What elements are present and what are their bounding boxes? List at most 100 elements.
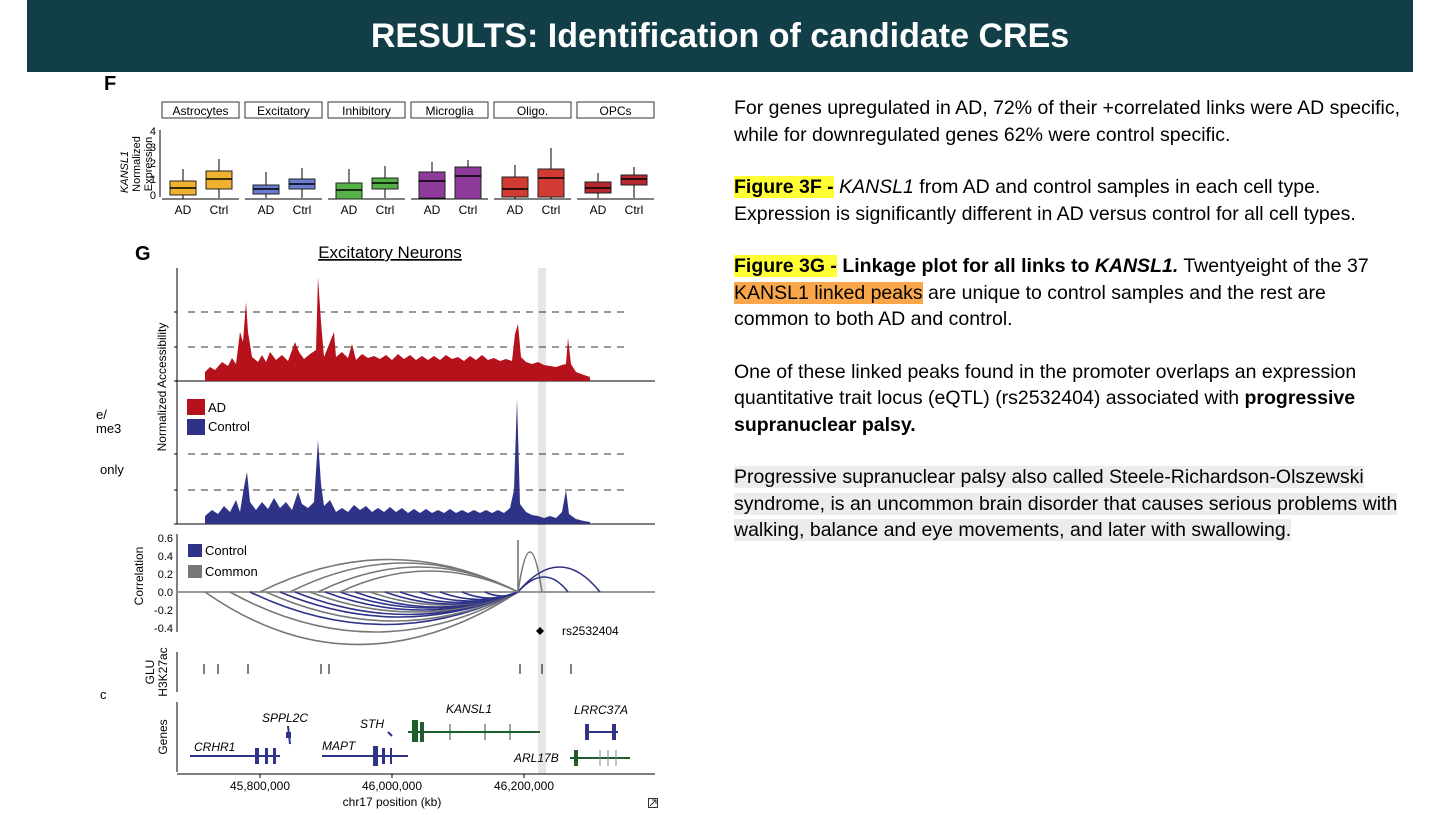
facet-opcs: OPCs AD Ctrl [576, 101, 655, 217]
panel-f-ytick: 1 [150, 174, 156, 186]
paragraph-3-bold: Linkage plot for all links to [836, 255, 1095, 277]
corr-tick: 0.0 [158, 587, 173, 599]
corr-tick: 0.4 [158, 551, 173, 563]
g-xaxis-labels: 45,800,000 46,000,000 46,200,000 [230, 779, 554, 793]
box [501, 176, 529, 198]
legend-label-common-link: Common [205, 564, 258, 579]
link-arcs [204, 540, 601, 646]
group-label: Ctrl [376, 203, 395, 217]
paragraph-5: Progressive supranuclear palsy also call… [734, 464, 1406, 544]
gene-labels: SPPL2C STH KANSL1 LRRC37A CRHR1 MAPT ARL… [194, 702, 628, 765]
group-label: AD [590, 203, 607, 217]
expand-icon[interactable] [648, 798, 658, 808]
panel-f-ytick: 3 [150, 142, 156, 154]
access-ticks [174, 311, 177, 525]
paragraph-1-text: For genes upregulated in AD, 72% of thei… [734, 97, 1401, 146]
group-label: AD [258, 203, 275, 217]
group-label: AD [424, 203, 441, 217]
facet-strip [244, 101, 323, 119]
x-tick-label: 45,800,000 [230, 779, 290, 793]
facet-strip-label: Oligo. [517, 104, 548, 118]
panel-f-yaxis: 0 1 2 3 4 [150, 126, 161, 202]
ad-accessibility-track [205, 277, 590, 381]
g-xaxis-ticks [259, 774, 525, 778]
figure-3g-ref: Figure 3G - [734, 255, 837, 277]
h3k27ac-ylabel-2: H3K27ac [156, 647, 170, 696]
slide-header: RESULTS: Identification of candidate CRE… [27, 0, 1413, 72]
corr-tick: 0.2 [158, 569, 173, 581]
box [335, 182, 363, 200]
facet-strip-label: Inhibitory [342, 104, 391, 118]
group-label: AD [507, 203, 524, 217]
panel-f-label: F [104, 73, 116, 95]
corr-tick: -0.2 [154, 605, 173, 617]
clip-label: e/ [96, 407, 107, 422]
paragraph-3-gene: KANSL1. [1094, 255, 1179, 277]
facet-strip [410, 101, 489, 119]
results-text: For genes upregulated in AD, 72% of thei… [734, 95, 1406, 570]
facet-strip-label: Microglia [425, 104, 473, 118]
paragraph-2: Figure 3F - KANSL1 from AD and control s… [734, 174, 1406, 227]
facet-strip-label: Astrocytes [172, 104, 228, 118]
box [537, 168, 565, 198]
slide-title: RESULTS: Identification of candidate CRE… [370, 16, 1070, 55]
access-legend: AD Control [187, 399, 250, 435]
box [418, 171, 446, 199]
paragraph-4-text: One of these linked peaks found in the p… [734, 360, 1357, 410]
facet-strip [327, 101, 406, 119]
panel-f-ytick: 4 [150, 126, 156, 138]
gene-label: ARL17B [513, 751, 559, 765]
facet-strip [576, 101, 655, 119]
gene-label: KANSL1 [446, 702, 492, 716]
legend-swatch-control [187, 419, 205, 435]
corr-ticks: 0.6 0.4 0.2 0.0 -0.2 -0.4 [154, 533, 173, 635]
gene-label: CRHR1 [194, 740, 235, 754]
panel-g-label: G [135, 243, 151, 265]
paragraph-3-text-a: Twentyeight of the 37 [1178, 255, 1369, 277]
control-accessibility-track [205, 399, 590, 524]
access-dashed-lines [188, 311, 630, 491]
legend-swatch-control-link [188, 544, 202, 557]
paragraph-3-text-b: are unique to control samples and the re… [734, 281, 1326, 331]
facet-microglia: Microglia AD Ctrl [410, 101, 489, 217]
figure-svg: F KANSL1 Normalized Expression 0 1 2 3 4… [96, 73, 655, 809]
gene-label: STH [360, 717, 384, 731]
gene-models [190, 720, 630, 766]
facet-oligo: Oligo. AD Ctrl [493, 101, 572, 217]
box [205, 170, 233, 190]
gene-label: SPPL2C [262, 711, 308, 725]
figure-3f-ref: Figure 3F - [734, 176, 834, 198]
paragraph-4-bold: progressive supranuclear palsy. [734, 387, 1356, 436]
facet-astrocytes: Astrocytes AD Ctrl [161, 101, 240, 217]
paragraph-2-text: from AD and control samples in each cell… [734, 176, 1356, 225]
group-label: AD [341, 203, 358, 217]
g-xlabel: chr17 position (kb) [343, 795, 442, 809]
group-label: Ctrl [542, 203, 561, 217]
paragraph-4: One of these linked peaks found in the p… [734, 359, 1406, 439]
group-label: Ctrl [459, 203, 478, 217]
facet-strip-label: OPCs [599, 104, 631, 118]
panel-f-ylabel-gene: KANSL1 [119, 151, 131, 193]
panel-f-ylabel: KANSL1 Normalized Expression [119, 136, 155, 193]
group-label: AD [175, 203, 192, 217]
paragraph-1: For genes upregulated in AD, 72% of thei… [734, 95, 1406, 148]
gene-kansl1: KANSL1 [833, 176, 914, 198]
panel-f-ylabel-line2: Normalized [131, 136, 143, 192]
corr-ylabel: Correlation [132, 547, 146, 606]
legend-swatch-common-link [188, 565, 202, 578]
group-label: Ctrl [210, 203, 229, 217]
legend-swatch-ad [187, 399, 205, 415]
x-tick-label: 46,200,000 [494, 779, 554, 793]
corr-legend: Control Common [188, 543, 258, 579]
panel-g-title: Excitatory Neurons [318, 243, 462, 262]
facet-inhibitory: Inhibitory AD Ctrl [327, 101, 406, 217]
left-clipped-labels: e/ me3 only c [96, 407, 124, 702]
genes-ylabel: Genes [156, 719, 170, 754]
snp-marker [536, 627, 544, 635]
clip-label: me3 [96, 421, 121, 436]
paragraph-3: Figure 3G - Linkage plot for all links t… [734, 253, 1406, 333]
box [620, 174, 648, 186]
panel-f-ytick: 0 [150, 190, 156, 202]
h3k27ac-ylabel-1: GLU [143, 660, 157, 685]
